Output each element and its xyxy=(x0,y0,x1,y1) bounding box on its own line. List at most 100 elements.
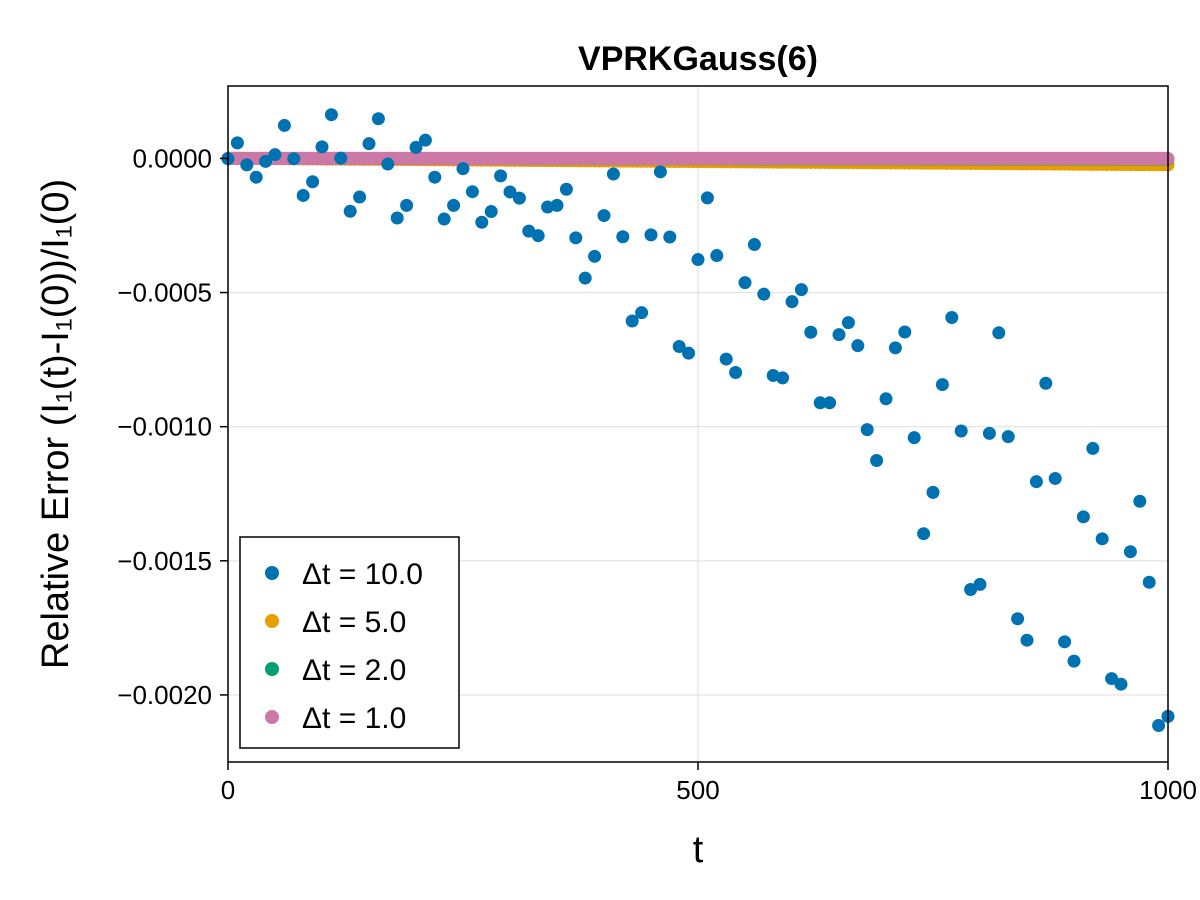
series-10 xyxy=(221,108,1175,733)
series-point xyxy=(296,188,310,202)
series-point xyxy=(860,423,874,437)
series-point xyxy=(785,295,799,309)
series-point xyxy=(757,287,771,301)
series-point xyxy=(418,133,432,147)
series-point xyxy=(926,485,940,499)
series-point xyxy=(982,426,996,440)
series-point xyxy=(409,140,423,154)
series-point xyxy=(907,431,921,445)
series-point xyxy=(917,527,931,541)
y-tick-label: −0.0005 xyxy=(117,278,212,308)
ticks: 0 500 1000 0.0000 −0.0005 −0.0010 −0.0015 −0.00… xyxy=(117,143,1197,805)
series-point xyxy=(343,204,357,218)
series-point xyxy=(1076,510,1090,524)
series-point xyxy=(1020,633,1034,647)
series-point xyxy=(992,326,1006,340)
series-point xyxy=(1029,475,1043,489)
series-point xyxy=(898,325,912,339)
series-point xyxy=(1152,719,1166,733)
series-point xyxy=(794,283,808,297)
y-tick-label: −0.0020 xyxy=(117,680,212,710)
series-point xyxy=(503,185,517,199)
series-point xyxy=(710,249,724,263)
series-point xyxy=(484,205,498,219)
legend-label: Δt = 1.0 xyxy=(302,702,406,735)
series-point xyxy=(230,136,244,150)
series-point xyxy=(625,314,639,328)
series-point xyxy=(353,190,367,204)
series-point xyxy=(813,396,827,410)
series-point xyxy=(804,325,818,339)
series-point xyxy=(268,148,282,162)
series-point xyxy=(738,276,752,290)
legend-label: Δt = 5.0 xyxy=(302,606,406,639)
series-point xyxy=(428,170,442,184)
series-point xyxy=(672,339,686,353)
series-point xyxy=(954,424,968,438)
series-point xyxy=(381,157,395,171)
series-point xyxy=(475,215,489,229)
x-tick-label: 500 xyxy=(676,775,719,805)
legend-marker xyxy=(265,566,279,580)
legend-marker xyxy=(265,662,279,676)
series-point xyxy=(597,209,611,223)
legend-label: Δt = 2.0 xyxy=(302,654,406,687)
legend-marker xyxy=(265,710,279,724)
series-point xyxy=(550,198,564,212)
series-point xyxy=(512,191,526,205)
series-point xyxy=(719,352,733,366)
series-point xyxy=(465,185,479,199)
series-point xyxy=(315,140,329,154)
series-point xyxy=(334,151,348,165)
series-point xyxy=(249,170,263,184)
series-point xyxy=(1095,532,1109,546)
series-point xyxy=(691,253,705,267)
series-point xyxy=(569,231,583,245)
series-point xyxy=(371,112,385,126)
series-point xyxy=(1142,575,1156,589)
series-point xyxy=(531,229,545,243)
series-point xyxy=(1067,654,1081,668)
series-point xyxy=(390,211,404,225)
series-point xyxy=(559,182,573,196)
legend-label: Δt = 10.0 xyxy=(302,558,423,591)
series-point xyxy=(1114,677,1128,691)
series-point xyxy=(400,198,414,212)
y-tick-label: 0.0000 xyxy=(132,143,212,173)
series-point xyxy=(1001,430,1015,444)
series-point xyxy=(1086,441,1100,455)
series-point xyxy=(870,453,884,467)
series-point xyxy=(1058,635,1072,649)
series-point xyxy=(1105,672,1119,686)
series-point xyxy=(588,249,602,263)
series-point xyxy=(1048,471,1062,485)
series-point xyxy=(1039,376,1053,390)
series-point xyxy=(578,271,592,285)
series-point xyxy=(729,365,743,379)
series-point xyxy=(776,371,790,385)
series-point xyxy=(306,175,320,189)
series-point xyxy=(653,165,667,179)
chart-title: VPRKGauss(6) xyxy=(578,40,818,78)
series-point xyxy=(945,311,959,325)
x-axis-label: t xyxy=(693,829,704,871)
series-point xyxy=(879,392,893,406)
series-point xyxy=(682,346,696,360)
series-point xyxy=(1011,612,1025,626)
series-point xyxy=(1133,494,1147,508)
series-point xyxy=(832,328,846,342)
series-point xyxy=(447,198,461,212)
series-point xyxy=(841,316,855,330)
series-point xyxy=(324,108,338,122)
legend-marker xyxy=(265,614,279,628)
series-point xyxy=(606,167,620,181)
series-point xyxy=(287,152,301,166)
series-point xyxy=(663,230,677,244)
series-point xyxy=(362,137,376,151)
series-point xyxy=(240,158,254,172)
series-point xyxy=(1123,545,1137,559)
y-tick-label: −0.0010 xyxy=(117,412,212,442)
series-point xyxy=(635,306,649,320)
